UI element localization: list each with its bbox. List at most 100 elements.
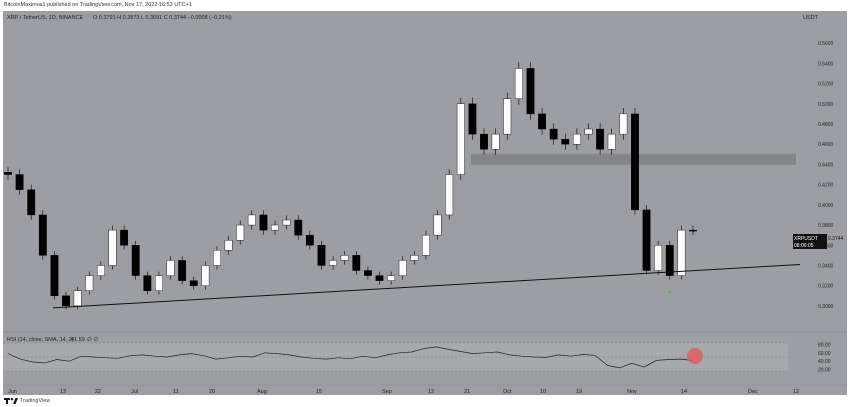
tradingview-logo-icon	[4, 398, 18, 404]
candle-body	[422, 234, 430, 256]
candle-body	[50, 255, 59, 296]
candle-body	[120, 229, 129, 246]
legend-symbol: XRP / TetherUS, 1D, BINANCE	[7, 15, 84, 21]
price-tag-symbol: XRPUSDT	[794, 236, 818, 242]
candle-body	[27, 189, 36, 216]
chart-background	[3, 11, 847, 395]
candle-body	[108, 229, 117, 266]
time-axis-label: 15	[316, 389, 322, 395]
candle-body	[85, 275, 94, 291]
candle-body	[178, 260, 187, 281]
price-tick-label: 0.4200	[818, 183, 834, 189]
candle-body	[271, 224, 279, 231]
candle-body	[677, 229, 686, 276]
candle-body	[584, 128, 593, 135]
price-tag-bg	[793, 234, 827, 249]
candle-body	[596, 128, 605, 150]
candle-body	[631, 113, 639, 211]
candle-body	[503, 98, 512, 135]
time-axis-label: 12	[428, 389, 434, 395]
candle-body	[236, 224, 245, 241]
candle-body	[131, 245, 140, 276]
candle-body	[213, 250, 221, 266]
time-axis-label: Dec	[748, 389, 758, 395]
price-tick-label: 0.3400	[818, 263, 834, 269]
candles-group	[4, 61, 697, 310]
candle-body	[665, 245, 674, 276]
time-axis-label: 13	[60, 389, 66, 395]
candle-body	[561, 138, 570, 145]
candle-body	[456, 103, 465, 175]
rsi-value: 41.59	[71, 337, 85, 343]
candle-body	[4, 172, 12, 175]
rsi-tick-label: 20.00	[818, 368, 831, 374]
candle-body	[224, 240, 233, 251]
candle-body	[259, 214, 268, 231]
candle-body	[445, 174, 454, 216]
time-axis-label: Oct	[503, 389, 512, 395]
candle-body	[201, 265, 210, 286]
price-tick-label: 0.4000	[818, 203, 834, 209]
candle-body	[654, 245, 663, 271]
candle-body	[642, 209, 651, 271]
time-axis[interactable]: Jun 13 22 Jul 11 20 Aug 15 Sep 12 21 Oct 10 19 Nov 14 De…	[8, 389, 799, 395]
time-axis-label: 10	[540, 389, 546, 395]
price-tag-price: 0.3744	[828, 236, 844, 242]
price-tick-label: 0.3200	[818, 284, 834, 290]
price-tick-label: 0.4800	[818, 122, 834, 128]
rsi-label: RSI (14, close, SMA, 14, 2)	[7, 337, 74, 343]
candle-body	[62, 295, 70, 307]
time-axis-label: 19	[576, 389, 582, 395]
currency-label: USDT	[803, 15, 819, 21]
time-axis-label: Sep	[382, 389, 392, 395]
time-axis-label: 14	[681, 389, 687, 395]
chart-svg[interactable]: XRP / TetherUS, 1D, BINANCE O 0.3791 H 0…	[3, 11, 847, 395]
candle-body	[189, 280, 198, 286]
price-tick-label: 0.3800	[818, 223, 834, 229]
candle-body	[572, 133, 581, 145]
candle-body	[96, 265, 105, 276]
candle-body	[73, 290, 82, 307]
time-axis-label: Aug	[257, 389, 267, 395]
rsi-extra: ∅ ∅	[87, 336, 98, 343]
candle-body	[387, 275, 396, 281]
candle-body	[282, 219, 291, 226]
time-axis-label: 21	[464, 389, 470, 395]
candle-body	[305, 234, 314, 246]
candle-body	[468, 103, 477, 135]
rsi-tick-label: 40.00	[818, 359, 831, 365]
candle-body	[433, 214, 442, 236]
price-tick-label: 0.5600	[818, 41, 834, 47]
price-axis[interactable]: 0.5600 0.5400 0.5200 0.5000 0.4800 0.4600 0.44…	[818, 41, 834, 310]
time-axis-label: Jul	[131, 389, 138, 395]
time-axis-label: 12	[793, 389, 799, 395]
candle-body	[38, 214, 47, 256]
candle-body	[352, 255, 361, 271]
candle-body	[340, 255, 349, 261]
candle-body	[329, 260, 337, 266]
candle-body	[143, 275, 152, 291]
brand-text[interactable]: TradingView	[20, 398, 51, 404]
time-axis-label: Nov	[627, 389, 637, 395]
candle-body	[619, 113, 628, 135]
candle-body	[689, 229, 697, 232]
candle-body	[375, 275, 384, 281]
price-tick-label: 0.5400	[818, 61, 834, 67]
candle-body	[607, 133, 616, 150]
time-axis-label: 20	[209, 389, 215, 395]
candle-body	[166, 260, 175, 276]
candle-body	[491, 133, 500, 150]
candle-body	[514, 68, 523, 99]
candle-body	[538, 113, 546, 130]
chart-frame: XRP / TetherUS, 1D, BINANCE O 0.3791 H 0…	[3, 11, 847, 395]
publisher-header: BitcoinMaximus1 published on TradingView…	[0, 0, 850, 11]
candle-body	[398, 260, 407, 276]
rsi-tick-label: 60.00	[818, 351, 831, 357]
rsi-line	[7, 346, 694, 369]
price-tick-label: 0.5000	[818, 102, 834, 108]
candle-body	[15, 174, 24, 190]
price-tag: XRPUSDT 08:06:05	[793, 234, 827, 249]
price-tick-label: 0.5200	[818, 82, 834, 88]
candle-body	[317, 245, 326, 266]
rsi-axis[interactable]: 80.00 60.00 40.00 20.00	[818, 342, 831, 373]
